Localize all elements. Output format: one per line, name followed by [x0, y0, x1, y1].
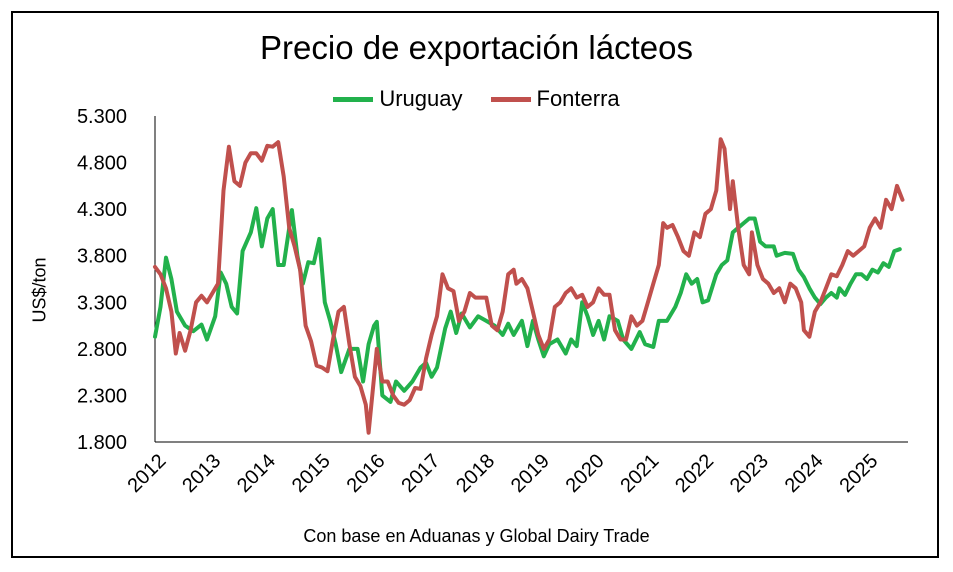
x-tick-label: 2017: [397, 450, 444, 497]
legend-entry-uruguay: Uruguay: [333, 86, 463, 112]
y-tick-label: 4.800: [77, 153, 127, 175]
series-lines: [153, 137, 905, 435]
y-tick-labels: 1.800 2.300 2.800 3.300 3.800 4.300 4.800 5.300: [77, 106, 127, 454]
x-tick-label: 2012: [124, 450, 171, 497]
x-tick-label: 2016: [343, 450, 390, 497]
x-tick-label: 2019: [507, 450, 554, 497]
source-note: Con base en Aduanas y Global Dairy Trade: [303, 526, 650, 546]
y-tick-label: 2.800: [77, 339, 127, 361]
x-tick-label: 2014: [233, 450, 280, 497]
y-tick-label: 3.800: [77, 246, 127, 268]
legend-swatch-fonterra: [490, 96, 531, 102]
series-line-fonterra: [153, 137, 905, 435]
x-tick-label: 2020: [562, 450, 609, 497]
axes: [154, 116, 908, 443]
legend-entry-fonterra: Fonterra: [490, 86, 620, 112]
legend-label-uruguay: Uruguay: [379, 86, 463, 111]
x-tick-label: 2013: [178, 450, 225, 497]
x-tick-label: 2022: [671, 450, 718, 497]
legend-label-fonterra: Fonterra: [536, 86, 620, 111]
y-tick-label: 4.300: [77, 199, 127, 221]
x-tick-label: 2024: [781, 450, 828, 497]
y-tick-label: 5.300: [77, 106, 127, 128]
x-tick-label: 2023: [726, 450, 773, 497]
x-tick-labels: 2012 2013 2014 2015 2016 2017 2018 2019 2020 2021…: [124, 450, 883, 497]
legend-swatch-uruguay: [333, 96, 374, 102]
x-tick-label: 2025: [835, 450, 882, 497]
x-tick-label: 2018: [452, 450, 499, 497]
y-tick-label: 2.300: [77, 385, 127, 407]
x-tick-label: 2021: [616, 450, 663, 497]
series-line-uruguay: [153, 206, 902, 404]
legend: Uruguay Fonterra: [0, 86, 953, 112]
y-tick-label: 3.300: [77, 292, 127, 314]
x-tick-label: 2015: [288, 450, 335, 497]
y-tick-label: 1.800: [77, 432, 127, 454]
chart-title: Precio de exportación lácteos: [260, 29, 693, 66]
